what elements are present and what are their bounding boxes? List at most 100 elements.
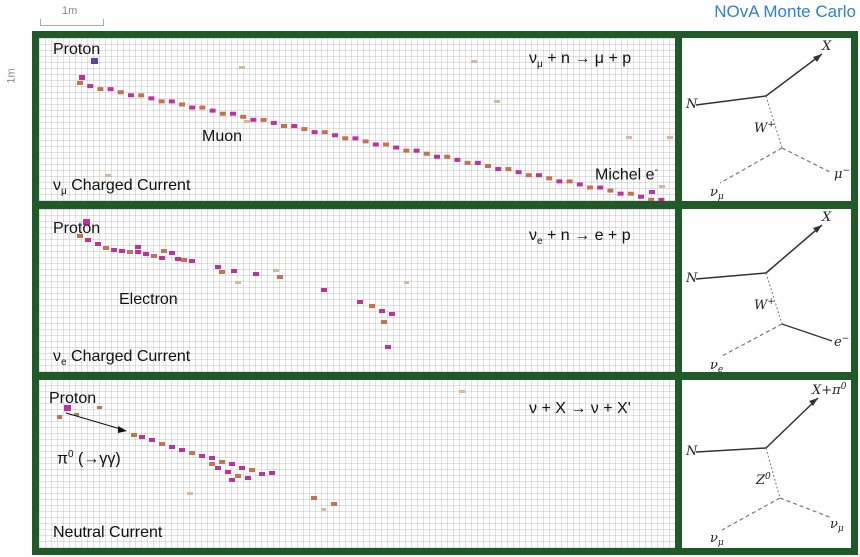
detector-hit: [383, 142, 389, 147]
detector-grid: [39, 380, 675, 548]
nucleon-in-label: N: [685, 444, 698, 459]
detector-hit: [659, 185, 665, 188]
detector-hit: [471, 60, 477, 63]
muon-out-label: μ−: [834, 166, 850, 182]
hit-track-nue: [77, 219, 409, 349]
detector-hit: [389, 312, 395, 316]
detector-hit: [607, 188, 614, 193]
hadron-out-label: X+π0: [811, 382, 847, 398]
detector-hit: [179, 448, 185, 452]
detector-hit: [626, 136, 632, 139]
detector-hit: [143, 252, 149, 256]
detector-hit: [225, 470, 231, 474]
detector-hit: [357, 300, 363, 304]
panel-footer-label: νμ Charged Current: [53, 177, 191, 198]
detector-hit: [403, 148, 410, 153]
detector-hit: [97, 406, 102, 409]
panel-footer-label: νe Charged Current: [53, 348, 191, 369]
detector-hit: [587, 185, 593, 190]
detector-hit: [291, 124, 298, 129]
detector-hit: [219, 460, 225, 464]
nucleon-in-label: N: [685, 97, 698, 112]
detector-hit: [77, 81, 83, 85]
detector-hit: [269, 471, 275, 475]
detector-hit: [617, 191, 624, 196]
detector-hit: [249, 468, 255, 472]
detector-hit: [169, 251, 175, 255]
detector-hit: [658, 197, 665, 201]
detector-hit: [321, 130, 328, 135]
hadron-out-label: X: [821, 39, 832, 54]
detector-hit: [229, 462, 235, 466]
detector-hit: [556, 179, 563, 184]
detector-hit: [321, 508, 326, 511]
panel-footer-label: Neutral Current: [53, 524, 163, 541]
electron-out-label: e−: [834, 334, 849, 350]
detector-hit: [649, 190, 655, 194]
detector-hit: [97, 87, 104, 92]
detector-hit: [103, 246, 109, 250]
neutrino-in-label: νμ: [710, 185, 724, 201]
detector-hit: [57, 415, 62, 419]
detector-hit: [138, 93, 145, 98]
feynman-diagram-nue-cc: N X W+ e− νe: [682, 209, 851, 372]
detector-hit: [111, 248, 117, 252]
proton-label: Proton: [53, 41, 101, 58]
proton-label: Proton: [53, 220, 101, 237]
hit-track-nc: [57, 390, 465, 511]
detector-hit: [189, 259, 195, 263]
detector-hit: [159, 442, 165, 446]
detector-hit: [494, 100, 500, 103]
detector-hit: [149, 438, 155, 442]
detector-hit: [209, 456, 215, 460]
detector-hit: [277, 275, 283, 279]
detector-hit: [311, 496, 317, 500]
detector-hit: [342, 136, 349, 141]
page-title: NOvA Monte Carlo: [714, 2, 856, 21]
feynman-diagram-nc: N X+π0 Z0 νμ νμ: [682, 380, 851, 548]
detector-hit: [444, 154, 451, 159]
detector-hit: [239, 466, 245, 470]
detector-hit: [253, 272, 259, 276]
detector-hit: [311, 130, 318, 135]
neutrino-out-label: νμ: [830, 517, 844, 534]
detector-hit: [209, 462, 215, 466]
detector-hit: [459, 390, 465, 393]
detector-hit: [229, 478, 235, 482]
detector-hit: [199, 454, 205, 458]
detector-hit: [381, 320, 387, 324]
nucleon-in-label: N: [685, 271, 698, 286]
detector-hit: [638, 194, 644, 199]
pi0-label: π0 (→γγ): [57, 449, 121, 468]
detector-hit: [139, 435, 145, 439]
event-panel-nue-cc: Proton νe + n → e + p Electron νe Charge…: [39, 209, 675, 372]
event-panel-nc: Proton ν + X → ν + X' π0 (→γγ) Neutral C…: [39, 380, 675, 548]
detector-hit: [231, 269, 237, 273]
detector-hit: [189, 451, 195, 455]
detector-hit: [239, 66, 245, 69]
detector-hit: [515, 170, 522, 175]
neutrino-in-label: νe: [710, 358, 723, 372]
detector-hit: [393, 145, 400, 150]
z-boson-label: Z0: [755, 472, 771, 488]
detector-hit: [434, 154, 440, 159]
detector-hit: [135, 250, 141, 254]
electron-label: Electron: [119, 291, 178, 308]
feynman-diagram-numu-cc: N X W+ μ− νμ: [682, 38, 851, 201]
interaction-equation: νe + n → e + p: [529, 227, 631, 248]
detector-hit: [244, 120, 250, 123]
detector-hit: [215, 265, 221, 269]
w-boson-label: W+: [754, 120, 775, 136]
proton-label: Proton: [49, 390, 97, 407]
detector-hit: [546, 176, 553, 181]
detector-hit: [187, 492, 193, 495]
detector-hit: [379, 309, 385, 313]
detector-hit: [536, 173, 542, 178]
detector-hit: [597, 185, 604, 190]
detector-hit: [372, 142, 379, 147]
detector-hit: [464, 160, 471, 165]
detector-hit: [260, 117, 267, 122]
detector-hit: [385, 345, 391, 349]
detector-hit: [485, 164, 491, 168]
detector-grid: [39, 38, 675, 201]
